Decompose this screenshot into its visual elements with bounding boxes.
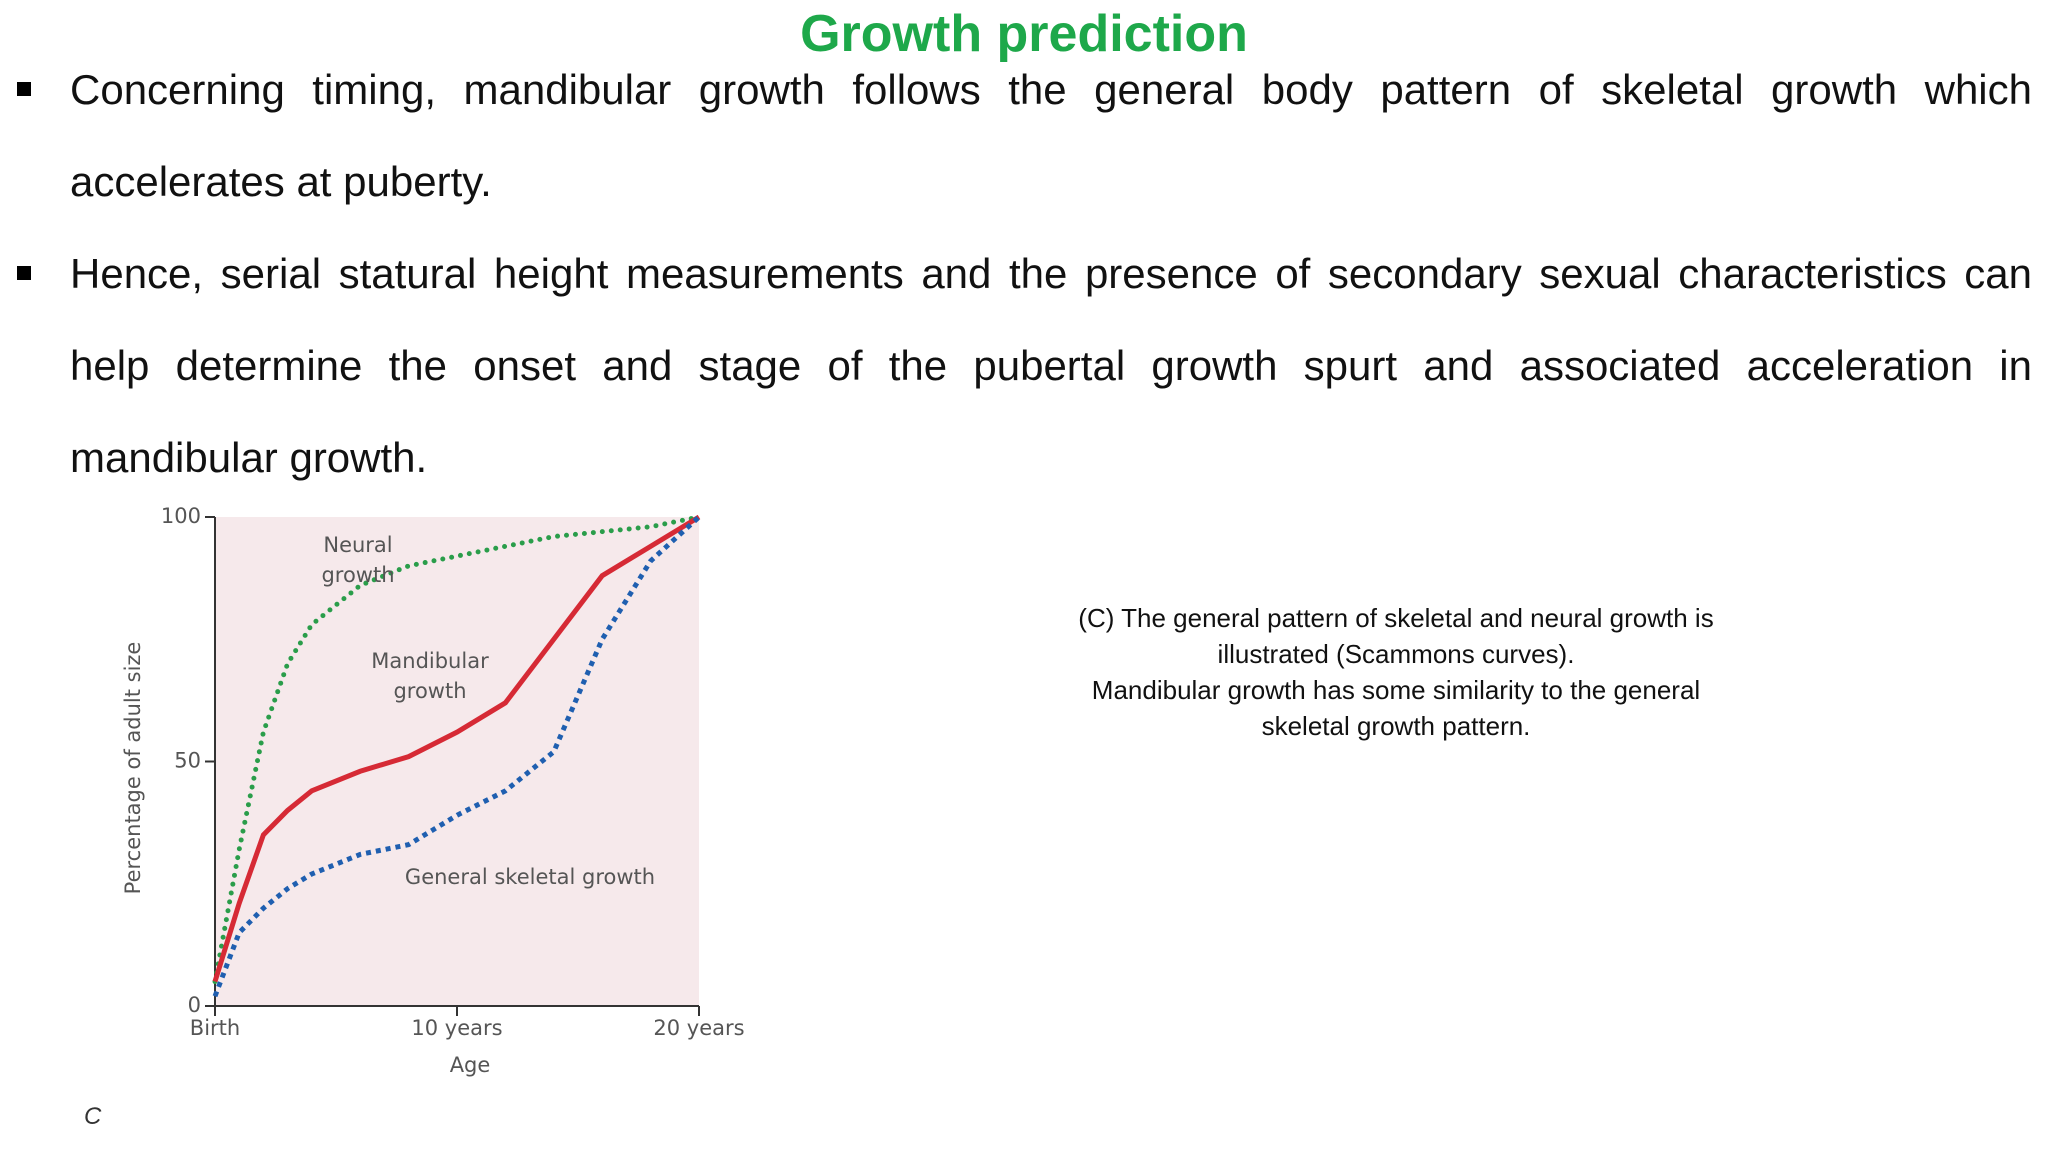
caption: (C) The general pattern of skeletal and … xyxy=(1036,600,1756,744)
caption-line: illustrated (Scammons curves). xyxy=(1217,639,1575,669)
panel-label: C xyxy=(84,1103,102,1130)
series-line xyxy=(212,515,701,998)
x-tick-label: 20 years xyxy=(653,1016,744,1040)
x-axis-label: Age xyxy=(450,1053,491,1077)
caption-line: Mandibular growth has some similarity to… xyxy=(1091,675,1701,705)
slide-title: Growth prediction xyxy=(800,5,1248,63)
series-label: General skeletal growth xyxy=(404,865,656,889)
y-tick-label: 0 xyxy=(188,993,201,1017)
caption-line: (C) The general pattern of skeletal and … xyxy=(1078,603,1714,633)
series-line xyxy=(212,514,701,983)
caption-line: skeletal growth pattern. xyxy=(1261,711,1531,741)
x-tick-label: 10 years xyxy=(411,1016,502,1040)
bullet: Hence, serial statural height measuremen… xyxy=(17,228,2032,504)
series-label: Neural growth xyxy=(321,533,395,587)
series-label: Mandibular growth xyxy=(371,649,489,703)
y-axis-label: Percentage of adult size xyxy=(121,642,145,895)
bullet: Concerning timing, mandibular growth fol… xyxy=(17,44,2032,228)
x-tick-label: Birth xyxy=(190,1016,240,1040)
plot-background xyxy=(215,517,699,1006)
y-tick-label: 50 xyxy=(174,749,201,773)
y-tick-label: 100 xyxy=(161,504,201,528)
series-line xyxy=(212,514,702,985)
